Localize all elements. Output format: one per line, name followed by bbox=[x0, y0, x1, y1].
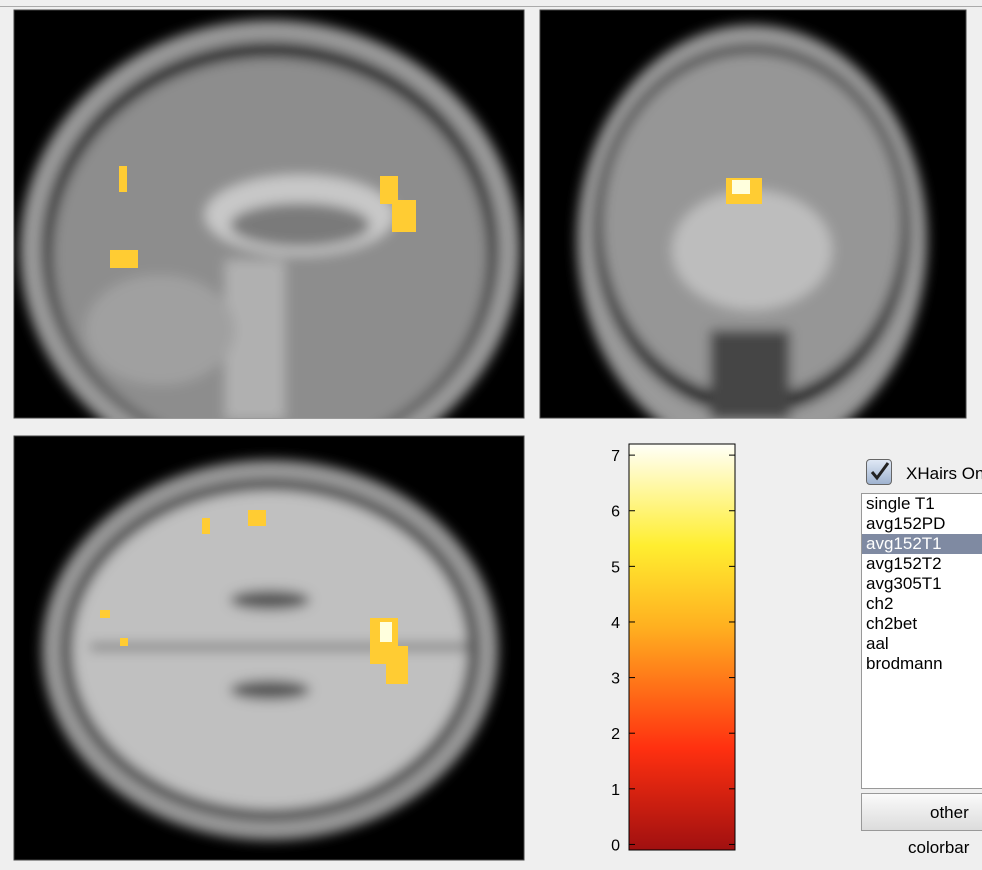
other-button[interactable]: other bbox=[861, 793, 982, 831]
list-item[interactable]: avg152T1 bbox=[862, 534, 982, 554]
list-item[interactable]: aal bbox=[866, 634, 889, 653]
coronal-view bbox=[539, 9, 967, 419]
tick-label: 5 bbox=[611, 559, 620, 576]
list-item[interactable]: ch2 bbox=[866, 594, 894, 613]
tick-label: 3 bbox=[611, 671, 620, 688]
sagittal-view bbox=[13, 9, 525, 419]
list-item[interactable]: avg305T1 bbox=[866, 574, 942, 593]
list-item[interactable]: single T1 bbox=[866, 494, 935, 513]
xhairs-checkbox[interactable] bbox=[866, 459, 892, 485]
colorbar bbox=[628, 443, 736, 851]
list-item[interactable]: brodmann bbox=[866, 654, 943, 673]
check-mark bbox=[870, 462, 890, 481]
xhairs-label: XHairs On bbox=[906, 464, 982, 483]
list-item[interactable]: ch2bet bbox=[866, 614, 918, 633]
axial-view bbox=[13, 435, 525, 861]
template-list[interactable]: single T1 avg152PD avg152T1 avg152T2 avg305T… bbox=[861, 493, 982, 789]
list-item[interactable]: avg152PD bbox=[866, 514, 946, 533]
tick-label: 7 bbox=[611, 448, 620, 465]
tick-label: 6 bbox=[611, 504, 620, 521]
colorbar-axis: 0 1 2 3 4 5 6 7 bbox=[611, 448, 735, 854]
tick-label: 2 bbox=[611, 726, 620, 743]
top-rule bbox=[0, 6, 982, 7]
list-item[interactable]: avg152T2 bbox=[866, 554, 942, 573]
tick-label: 4 bbox=[611, 615, 620, 632]
button-caption: colorbar bbox=[908, 838, 970, 857]
tick-label: 0 bbox=[611, 837, 620, 854]
tick-label: 1 bbox=[611, 782, 620, 799]
